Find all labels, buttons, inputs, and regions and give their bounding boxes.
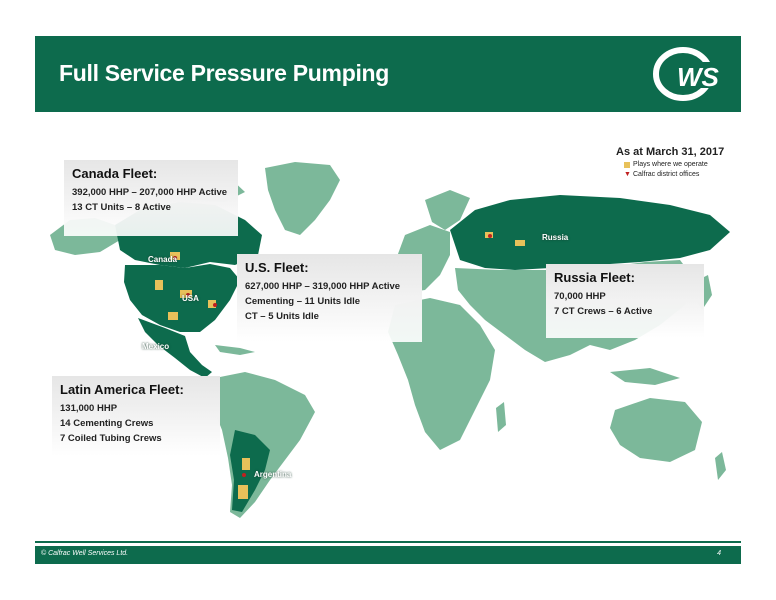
fleet-line: 13 CT Units – 8 Active bbox=[72, 202, 171, 213]
fleet-box-russia: Russia Fleet: 70,000 HHP 7 CT Crews – 6 … bbox=[546, 264, 704, 338]
fleet-title: Latin America Fleet: bbox=[60, 382, 184, 397]
play-marker bbox=[242, 458, 250, 470]
fleet-box-canada: Canada Fleet: 392,000 HHP – 207,000 HHP … bbox=[64, 160, 238, 236]
fleet-box-us: U.S. Fleet: 627,000 HHP – 319,000 HHP Ac… bbox=[237, 254, 422, 342]
footer-divider bbox=[35, 541, 741, 543]
play-marker bbox=[515, 240, 525, 246]
fleet-title: Canada Fleet: bbox=[72, 166, 158, 181]
greenland-shape bbox=[265, 162, 340, 235]
legend-item: ▼ Calfrac district offices bbox=[624, 170, 708, 180]
australia-shape bbox=[610, 398, 702, 462]
fleet-line: 70,000 HHP bbox=[554, 291, 606, 302]
mexico-shape bbox=[138, 318, 212, 378]
svg-text:WS: WS bbox=[677, 62, 720, 92]
play-marker bbox=[238, 485, 248, 499]
footer-bar: © Calfrac Well Services Ltd. 4 bbox=[35, 546, 741, 564]
region-label-canada: Canada bbox=[148, 255, 177, 264]
scandinavia-shape bbox=[425, 190, 470, 230]
play-marker bbox=[208, 300, 216, 308]
region-label-russia: Russia bbox=[542, 233, 569, 242]
region-label-argentina: Argentina bbox=[254, 470, 292, 479]
fleet-title: U.S. Fleet: bbox=[245, 260, 309, 275]
play-marker bbox=[180, 290, 192, 298]
play-marker bbox=[155, 280, 163, 290]
play-swatch-icon bbox=[624, 162, 630, 168]
page-number: 4 bbox=[717, 550, 721, 557]
fleet-line: 7 Coiled Tubing Crews bbox=[60, 433, 162, 444]
office-markers bbox=[173, 234, 492, 477]
date-label: As at March 31, 2017 bbox=[616, 146, 725, 158]
fleet-line: 7 CT Crews – 6 Active bbox=[554, 306, 653, 317]
fleet-line: 627,000 HHP – 319,000 HHP Active bbox=[245, 281, 401, 292]
map-pin-icon bbox=[242, 473, 246, 477]
region-label-mexico: Mexico bbox=[142, 342, 170, 351]
region-label-usa: USA bbox=[182, 294, 199, 303]
map-legend: Plays where we operate ▼ Calfrac distric… bbox=[624, 160, 708, 180]
map-pin-icon bbox=[186, 293, 190, 297]
play-marker bbox=[168, 312, 178, 320]
fleet-line: Cementing – 11 Units Idle bbox=[245, 296, 361, 307]
cws-logo-icon: WS bbox=[653, 47, 729, 101]
new-zealand-shape bbox=[715, 452, 726, 480]
fleet-line: 392,000 HHP – 207,000 HHP Active bbox=[72, 187, 228, 198]
fleet-title: Russia Fleet: bbox=[554, 270, 635, 285]
header-banner: Full Service Pressure Pumping WS bbox=[35, 36, 741, 112]
indonesia-shape bbox=[610, 368, 680, 385]
map-pin-icon bbox=[173, 256, 177, 260]
fleet-line: 14 Cementing Crews bbox=[60, 418, 154, 429]
map-pin-icon bbox=[213, 303, 217, 307]
russia-shape bbox=[450, 195, 730, 270]
fleet-box-latam: Latin America Fleet: 131,000 HHP 14 Ceme… bbox=[52, 376, 220, 456]
madagascar-shape bbox=[496, 402, 506, 432]
legend-label: Calfrac district offices bbox=[633, 171, 700, 178]
legend-item: Plays where we operate bbox=[624, 160, 708, 170]
caribbean-shape bbox=[215, 345, 255, 355]
legend-label: Plays where we operate bbox=[633, 161, 708, 168]
map-pin-icon: ▼ bbox=[624, 171, 631, 178]
page-title: Full Service Pressure Pumping bbox=[59, 60, 390, 86]
footer-copyright: © Calfrac Well Services Ltd. bbox=[41, 550, 129, 557]
map-pin-icon bbox=[488, 234, 492, 238]
fleet-line: CT – 5 Units Idle bbox=[245, 311, 319, 322]
fleet-line: 131,000 HHP bbox=[60, 403, 118, 414]
